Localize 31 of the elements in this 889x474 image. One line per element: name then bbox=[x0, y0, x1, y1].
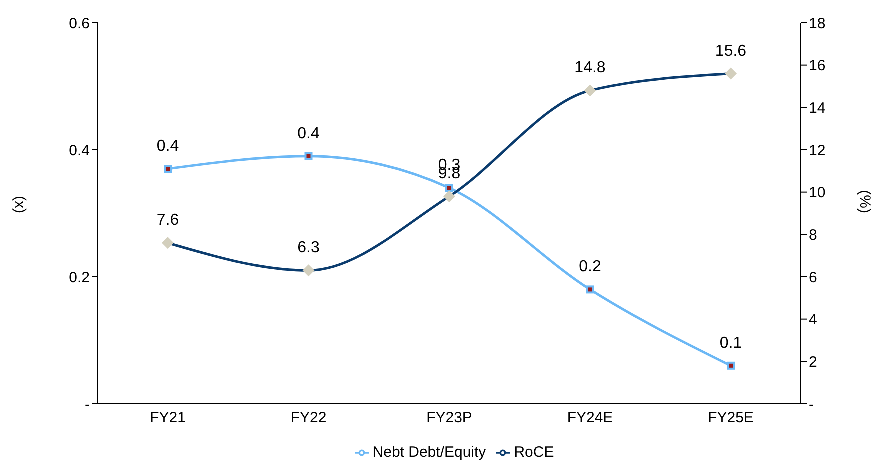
y-axis-title: (x) bbox=[10, 196, 28, 214]
y2-tick-label: 16 bbox=[809, 58, 826, 75]
data-label: 14.8 bbox=[574, 60, 606, 77]
y2-tick-label: 18 bbox=[809, 15, 826, 32]
data-label: 15.6 bbox=[715, 42, 747, 60]
data-label: 0.4 bbox=[298, 125, 320, 142]
x-tick-label: FY23P bbox=[426, 410, 472, 427]
y2-tick-label: 8 bbox=[809, 226, 818, 244]
data-label: 6.3 bbox=[298, 240, 320, 257]
y2-tick-label: 4 bbox=[809, 312, 818, 329]
y2-tick-label: 6 bbox=[809, 269, 818, 286]
x-tick-label: FY22 bbox=[290, 410, 327, 427]
y-tick-label: 0.6 bbox=[69, 15, 90, 32]
legend-label: Nebt Debt/Equity bbox=[372, 444, 486, 461]
legend-label: RoCE bbox=[514, 444, 554, 461]
data-label: 0.2 bbox=[579, 258, 602, 276]
y2-tick-label: 14 bbox=[809, 100, 826, 117]
y2-tick-label: 2 bbox=[809, 354, 818, 371]
y-tick-label: 0.2 bbox=[69, 269, 90, 286]
y-tick-label: - bbox=[85, 396, 90, 414]
data-label: 0.1 bbox=[720, 334, 742, 352]
data-label: 0.4 bbox=[156, 138, 180, 156]
y2-axis-title: (%) bbox=[856, 190, 874, 214]
x-tick-label: FY24E bbox=[567, 410, 614, 427]
y-tick-label: 0.4 bbox=[69, 142, 90, 160]
x-tick-label: FY25E bbox=[708, 410, 754, 427]
y2-tick-label: 10 bbox=[809, 184, 826, 202]
x-tick-label: FY21 bbox=[150, 410, 186, 427]
data-label: 7.6 bbox=[156, 212, 180, 230]
y2-tick-label: - bbox=[809, 396, 814, 414]
y2-tick-label: 12 bbox=[809, 142, 826, 160]
